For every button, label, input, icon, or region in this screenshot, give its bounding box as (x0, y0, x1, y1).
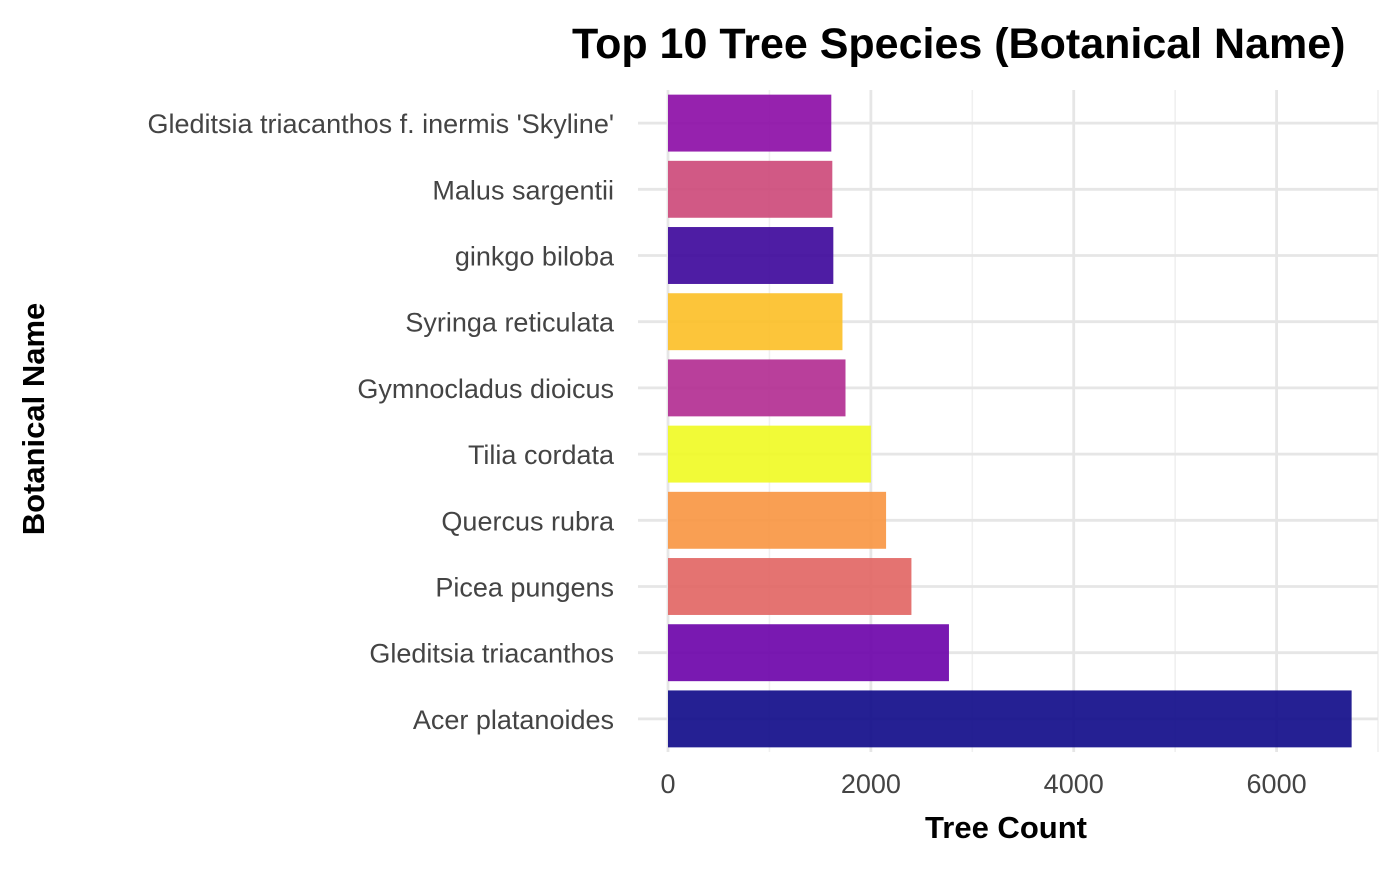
bar (668, 425, 871, 483)
y-tick-label: Syringa reticulata (405, 308, 615, 338)
y-tick-label: Tilia cordata (468, 440, 615, 470)
bar (668, 624, 949, 682)
y-tick-label: Quercus rubra (441, 506, 615, 536)
y-axis-title: Botanical Name (16, 303, 51, 536)
bar (668, 94, 832, 152)
bar (668, 558, 912, 615)
bar (668, 160, 833, 218)
x-tick-labels: 0 2000 4000 6000 (660, 769, 1306, 799)
y-tick-label: Gymnocladus dioicus (357, 374, 614, 404)
y-tick-label: Gleditsia triacanthos (369, 639, 614, 669)
y-tick-label: Gleditsia triacanthos f. inermis 'Skylin… (148, 109, 615, 139)
bar (668, 227, 834, 284)
bars (668, 94, 1352, 748)
x-tick-label: 0 (660, 769, 675, 799)
x-tick-label: 4000 (1044, 769, 1104, 799)
y-tick-label: Malus sargentii (432, 175, 614, 205)
bar (668, 359, 846, 417)
x-tick-label: 2000 (841, 769, 901, 799)
x-axis-title: Tree Count (925, 810, 1087, 845)
bar (668, 491, 887, 549)
y-tick-label: Acer platanoides (413, 705, 614, 735)
y-tick-label: ginkgo biloba (455, 242, 615, 272)
bar (668, 293, 843, 351)
bar (668, 690, 1352, 748)
y-tick-label: Picea pungens (435, 573, 614, 603)
x-tick-label: 6000 (1247, 769, 1307, 799)
y-tick-labels: Acer platanoides Gleditsia triacanthos Pic… (148, 109, 615, 735)
chart-title: Top 10 Tree Species (Botanical Name) (572, 20, 1345, 68)
